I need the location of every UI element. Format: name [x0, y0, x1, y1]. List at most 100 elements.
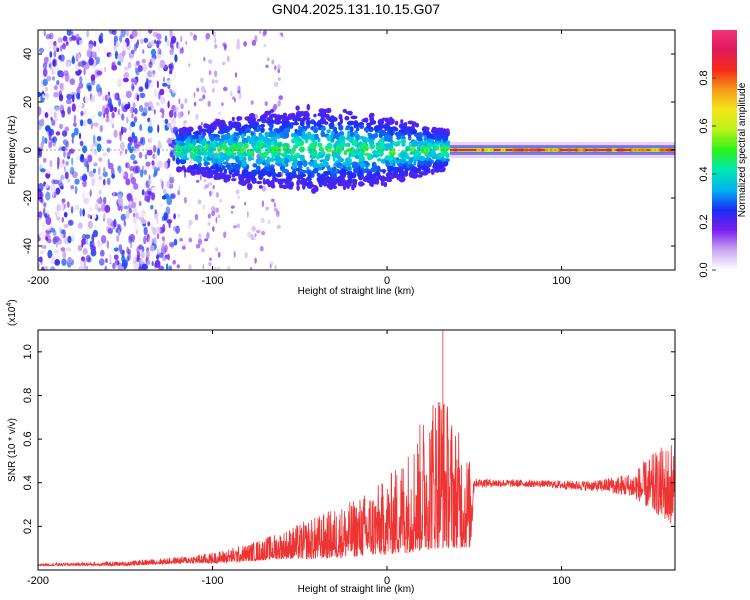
spectral-cell — [87, 118, 92, 125]
spectral-cell — [282, 168, 290, 174]
x-tick-label: 100 — [552, 575, 570, 587]
spectral-cell — [93, 150, 98, 155]
spectral-cell — [277, 64, 281, 71]
spectral-cell — [117, 108, 121, 116]
spectral-cell — [141, 219, 147, 225]
spectral-cell — [140, 137, 143, 144]
spectral-cell — [483, 148, 494, 152]
spectral-cell — [294, 128, 298, 133]
spectral-cell — [318, 182, 323, 188]
spectral-cell — [313, 126, 318, 134]
spectral-cell — [169, 30, 173, 38]
spectral-cell — [148, 41, 152, 48]
spectral-cell — [113, 45, 117, 51]
spectral-cell — [161, 256, 167, 261]
spectral-cell — [318, 162, 325, 168]
spectral-cell — [106, 147, 111, 153]
spectral-cell — [61, 109, 66, 118]
x-tick-label: -100 — [202, 275, 224, 287]
spectral-cell — [313, 168, 319, 174]
spectral-cell — [38, 256, 43, 263]
spectral-cell — [176, 135, 183, 141]
spectral-cell — [82, 119, 87, 127]
spectral-cell — [110, 167, 115, 176]
spectral-cell — [50, 266, 56, 270]
spectral-cell — [96, 136, 102, 142]
spectral-cell — [134, 142, 138, 149]
spectral-cell — [206, 232, 210, 239]
spectral-cell — [81, 233, 87, 241]
spectral-cell — [53, 249, 59, 255]
spectral-cell — [195, 156, 202, 163]
spectral-cell — [373, 162, 377, 167]
spectral-cell — [139, 38, 144, 45]
spectral-cell — [78, 82, 84, 89]
spectral-cell — [273, 207, 278, 212]
spectral-cell — [291, 138, 299, 144]
y-tick-label: 0.2 — [22, 519, 34, 534]
spectral-cell — [95, 183, 102, 188]
spectral-cell — [407, 136, 412, 141]
spectral-cell — [99, 124, 104, 133]
spectral-cell — [185, 41, 188, 45]
spectral-cell — [376, 157, 382, 162]
spectral-cell — [138, 105, 144, 112]
spectral-cell — [254, 233, 257, 238]
spectral-cell — [53, 117, 58, 122]
spectral-cell — [181, 47, 184, 51]
spectral-cell — [122, 188, 128, 194]
spectral-cell — [323, 158, 327, 162]
spectral-cell — [342, 108, 347, 113]
spectral-cell — [139, 169, 144, 178]
y-tick-label: -40 — [22, 238, 34, 254]
spectral-cell — [42, 207, 46, 216]
spectral-cell — [217, 266, 221, 270]
spectral-cell — [133, 216, 137, 224]
spectral-cell — [142, 49, 145, 54]
spectral-cell — [377, 124, 382, 131]
spectral-cell — [202, 137, 207, 145]
spectral-cell — [358, 169, 363, 175]
spectral-cell — [326, 134, 332, 142]
spectral-cell — [434, 145, 440, 151]
spectral-cell — [332, 179, 339, 185]
spectral-cell — [138, 151, 143, 159]
spectral-cell — [236, 43, 241, 50]
spectral-cell — [109, 105, 114, 113]
snr-y-exponent: (x104) — [6, 299, 18, 326]
spectral-cell — [134, 78, 138, 86]
spectral-cell — [163, 244, 168, 253]
spectral-cell — [256, 153, 261, 159]
spectral-cell — [154, 39, 157, 44]
spectral-cell — [515, 148, 526, 152]
spectral-cell — [38, 147, 41, 156]
spectral-cell — [331, 130, 335, 137]
spectral-cell — [123, 72, 130, 79]
spectral-cell — [55, 187, 61, 195]
spectral-cell — [347, 130, 351, 137]
spectral-cell — [167, 100, 170, 109]
spectral-cell — [200, 128, 207, 133]
spectral-cell — [390, 174, 395, 180]
spectral-cell — [111, 64, 118, 71]
spectral-cell — [147, 79, 152, 84]
spectral-cell — [107, 227, 113, 234]
spectral-cell — [45, 34, 52, 40]
spectral-cell — [83, 197, 90, 204]
spectral-cell — [117, 229, 121, 236]
spectral-cell — [61, 198, 66, 203]
spectral-cell — [80, 110, 84, 117]
spectral-cell — [142, 63, 148, 72]
spectral-cell — [332, 156, 336, 162]
spectral-cell — [194, 170, 202, 175]
spectral-cell — [166, 196, 173, 206]
spectral-cell — [41, 244, 47, 249]
spectral-cell — [171, 85, 178, 94]
spectral-cell — [279, 131, 284, 139]
spectral-cell — [241, 137, 249, 145]
spectral-cell — [174, 54, 178, 63]
spectral-cell — [78, 101, 83, 109]
spectral-cell — [237, 223, 240, 229]
spectral-cell — [44, 112, 49, 118]
spectral-cell — [297, 129, 302, 135]
